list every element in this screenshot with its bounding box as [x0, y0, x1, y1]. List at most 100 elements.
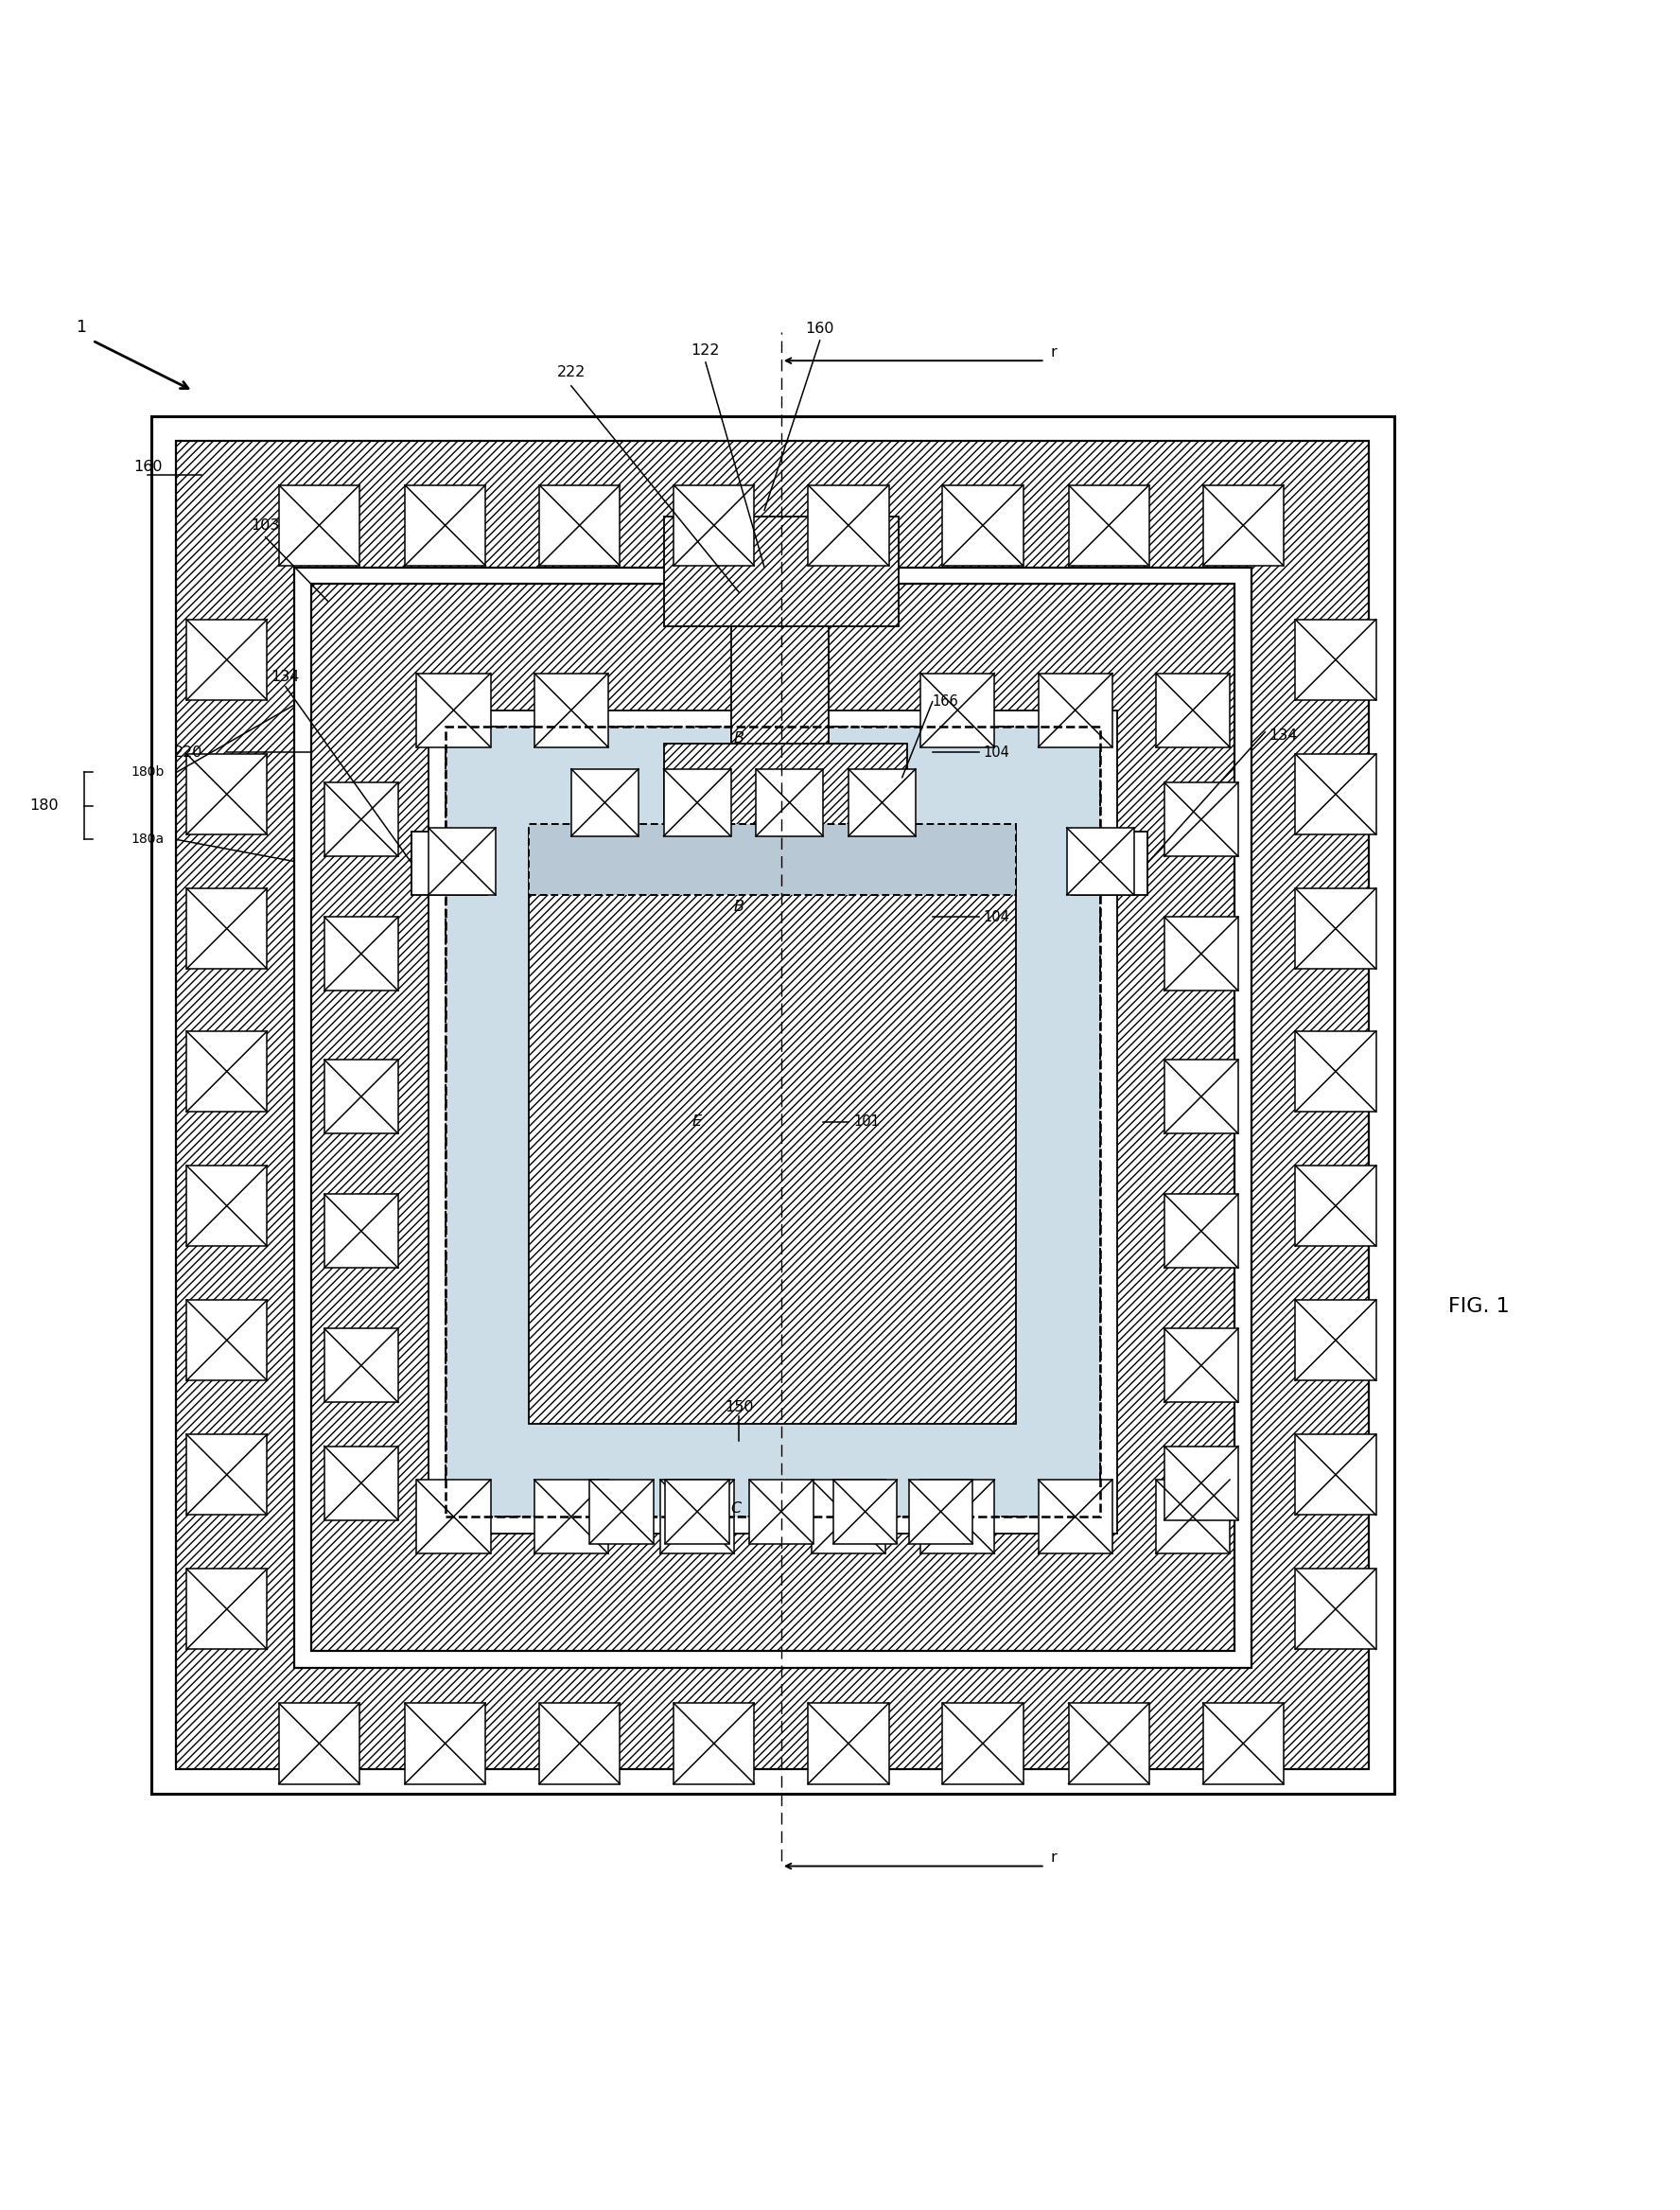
Bar	[1038, 1481, 1112, 1554]
Bar	[749, 1481, 813, 1543]
Bar	[1164, 1445, 1238, 1520]
Bar	[324, 917, 398, 990]
Text: 104: 104	[983, 911, 1010, 924]
Bar	[1203, 1704, 1284, 1783]
Text: 103: 103	[250, 517, 281, 533]
Bar	[921, 1481, 995, 1554]
Bar	[590, 1481, 654, 1543]
Bar	[324, 782, 398, 855]
Bar	[294, 568, 1252, 1669]
Bar	[1295, 1434, 1376, 1516]
Bar	[186, 754, 267, 835]
Bar	[186, 1032, 267, 1112]
Text: 150: 150	[724, 1401, 754, 1414]
Bar	[529, 829, 1016, 1423]
Bar	[445, 727, 1100, 1516]
Bar	[279, 484, 360, 566]
Bar	[571, 769, 638, 835]
Bar	[1295, 1165, 1376, 1246]
Bar	[186, 1165, 267, 1246]
Bar	[660, 1481, 734, 1554]
Bar	[1164, 1059, 1238, 1134]
Bar	[186, 1434, 267, 1516]
Text: r: r	[1050, 345, 1057, 360]
Bar	[848, 769, 916, 835]
Bar	[1295, 1032, 1376, 1112]
Bar	[539, 1704, 620, 1783]
Bar	[417, 1481, 491, 1554]
Bar	[534, 674, 608, 747]
Bar	[942, 1704, 1023, 1783]
Bar	[1164, 1328, 1238, 1403]
Bar	[909, 1481, 973, 1543]
Bar	[324, 1328, 398, 1403]
Bar	[811, 1481, 885, 1554]
Text: B: B	[734, 899, 744, 913]
Bar	[1295, 1299, 1376, 1381]
Text: B: B	[734, 732, 744, 745]
Bar	[405, 484, 486, 566]
Bar	[324, 1193, 398, 1269]
Bar	[1164, 782, 1238, 855]
Bar	[1203, 484, 1284, 566]
Bar	[417, 674, 491, 747]
Text: C: C	[731, 1501, 741, 1516]
Bar	[1295, 888, 1376, 968]
Bar	[279, 1704, 360, 1783]
Text: 180a: 180a	[131, 833, 165, 846]
Bar	[1164, 917, 1238, 990]
Bar	[1067, 829, 1134, 895]
Bar	[1038, 674, 1112, 747]
Text: 134: 134	[270, 670, 301, 683]
Bar	[534, 1481, 608, 1554]
Bar	[1295, 1569, 1376, 1649]
Bar	[664, 745, 907, 835]
Bar	[942, 484, 1023, 566]
Bar	[1156, 674, 1230, 747]
Bar	[151, 415, 1394, 1795]
Text: 1: 1	[76, 318, 86, 336]
Bar	[921, 674, 995, 747]
Text: 134: 134	[1268, 729, 1297, 743]
Text: 166: 166	[932, 694, 959, 709]
Bar	[1164, 1193, 1238, 1269]
Bar	[808, 1704, 889, 1783]
Bar	[833, 1481, 897, 1543]
Text: 180b: 180b	[131, 765, 165, 778]
Text: 160: 160	[133, 460, 163, 473]
Text: 222: 222	[556, 365, 586, 380]
Bar	[412, 831, 487, 895]
Bar	[324, 1059, 398, 1134]
Bar	[1068, 484, 1149, 566]
Bar	[445, 727, 1100, 1516]
Bar	[324, 1445, 398, 1520]
Bar	[428, 829, 496, 895]
Text: 104: 104	[983, 745, 1010, 760]
Bar	[1295, 619, 1376, 701]
Bar	[186, 1299, 267, 1381]
Bar	[1068, 1704, 1149, 1783]
Text: 122: 122	[690, 343, 721, 358]
Bar	[1072, 831, 1147, 895]
Bar	[539, 484, 620, 566]
Bar	[674, 484, 754, 566]
Text: r: r	[1050, 1850, 1057, 1865]
Bar	[428, 709, 1117, 1534]
Bar	[756, 769, 823, 835]
Bar	[176, 442, 1369, 1768]
Bar	[405, 1704, 486, 1783]
Text: 160: 160	[805, 320, 835, 336]
Bar	[186, 619, 267, 701]
Bar	[529, 824, 1016, 895]
Text: E: E	[692, 1114, 702, 1129]
Bar	[674, 1704, 754, 1783]
Text: FIG. 1: FIG. 1	[1448, 1297, 1509, 1317]
Bar	[186, 1569, 267, 1649]
Bar	[808, 484, 889, 566]
Text: 220: 220	[173, 745, 203, 760]
Bar	[1156, 1481, 1230, 1554]
Bar	[1295, 754, 1376, 835]
Bar	[665, 1481, 729, 1543]
Bar	[664, 769, 731, 835]
Text: 180: 180	[30, 798, 59, 813]
